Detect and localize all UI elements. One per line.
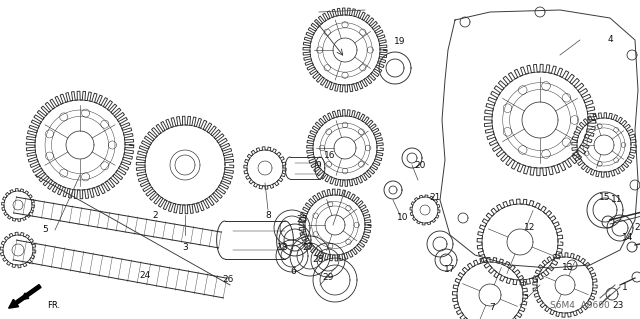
- FancyArrow shape: [9, 285, 41, 308]
- Text: 1: 1: [622, 284, 628, 293]
- Text: 18: 18: [277, 243, 289, 253]
- Text: 13: 13: [563, 263, 573, 272]
- Text: 9: 9: [315, 160, 321, 169]
- Text: 11: 11: [611, 196, 623, 204]
- Text: 8: 8: [265, 211, 271, 219]
- Text: 16: 16: [324, 151, 336, 160]
- Text: 24: 24: [140, 271, 150, 279]
- Text: 23: 23: [612, 300, 624, 309]
- Text: 12: 12: [524, 224, 536, 233]
- Text: 20: 20: [414, 160, 426, 169]
- Text: 21: 21: [429, 194, 441, 203]
- Text: 29: 29: [323, 273, 333, 283]
- Text: 5: 5: [42, 226, 48, 234]
- Text: 28: 28: [312, 256, 324, 264]
- Text: FR.: FR.: [47, 300, 60, 309]
- Text: 17: 17: [444, 265, 456, 275]
- Text: 10: 10: [397, 213, 409, 222]
- Text: 25: 25: [296, 216, 308, 225]
- Text: 4: 4: [607, 35, 613, 44]
- Text: 26: 26: [222, 276, 234, 285]
- Text: 19: 19: [394, 38, 406, 47]
- Text: 7: 7: [489, 303, 495, 313]
- Text: 15: 15: [599, 194, 611, 203]
- Text: S6M4  A0600: S6M4 A0600: [550, 300, 610, 309]
- Text: 2: 2: [152, 211, 158, 219]
- Text: 3: 3: [182, 243, 188, 253]
- Text: 6: 6: [290, 268, 296, 277]
- Text: 14: 14: [622, 234, 634, 242]
- Text: 22: 22: [634, 224, 640, 233]
- Text: 27: 27: [302, 243, 314, 253]
